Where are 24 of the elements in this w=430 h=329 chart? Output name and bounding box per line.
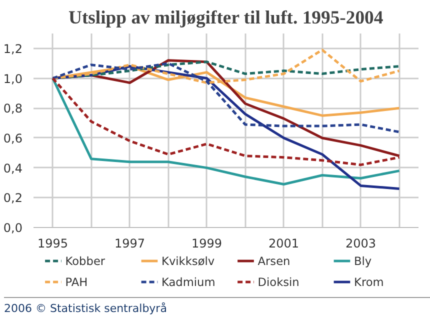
line-series <box>52 77 400 166</box>
x-tick-label: 1999 <box>191 236 222 250</box>
legend-label: Kvikksølv <box>162 254 215 268</box>
x-tick-label: 1995 <box>37 236 68 250</box>
text: 2006 © Statistisk sentralbyrå <box>4 301 167 317</box>
legend-label: PAH <box>65 275 88 289</box>
y-tick-label: 0,6 <box>3 131 23 146</box>
legend-label: Bly <box>354 254 372 268</box>
y-tick-label: 1,0 <box>3 72 23 86</box>
y-tick-label: 0,8 <box>3 102 23 116</box>
legend-label: Kadmium <box>162 275 216 289</box>
legend-label: Dioksin <box>258 275 300 289</box>
x-tick-label: 1997 <box>114 236 146 250</box>
legend-label: Krom <box>354 275 384 289</box>
y-tick-label: 0,0 <box>3 221 23 235</box>
legend-label: Arsen <box>258 254 290 268</box>
y-tick-label: 1,2 <box>3 42 23 56</box>
legend-label: Kobber <box>65 254 106 268</box>
x-tick-label: 2001 <box>268 236 300 250</box>
chart-title: Utslipp av miljøgifter til luft. 1995-2004 <box>68 8 384 28</box>
y-tick-label: 0,2 <box>3 191 23 206</box>
line-series <box>52 62 400 134</box>
x-tick-label: 2003 <box>345 236 376 250</box>
y-tick-label: 0,4 <box>3 161 23 176</box>
